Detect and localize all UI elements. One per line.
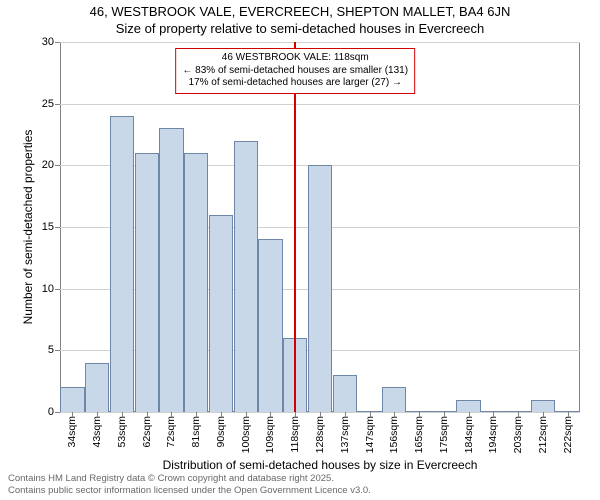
xtick-label: 100sqm <box>240 416 252 453</box>
xtick-mark <box>493 412 494 417</box>
xtick-mark <box>147 412 148 417</box>
bar <box>110 116 134 412</box>
xtick-label: 184sqm <box>463 416 475 453</box>
ytick-mark <box>55 42 60 43</box>
ytick-mark <box>55 350 60 351</box>
chart-container: 46, WESTBROOK VALE, EVERCREECH, SHEPTON … <box>0 0 600 500</box>
bar <box>234 141 258 412</box>
annotation-line-2: ← 83% of semi-detached houses are smalle… <box>182 65 408 78</box>
xtick-mark <box>469 412 470 417</box>
xtick-label: 137sqm <box>339 416 351 453</box>
xtick-mark <box>518 412 519 417</box>
xtick-mark <box>419 412 420 417</box>
xtick-label: 203sqm <box>512 416 524 453</box>
bar <box>382 387 406 412</box>
plot-area: 46 WESTBROOK VALE: 118sqm← 83% of semi-d… <box>60 42 580 412</box>
xtick-label: 165sqm <box>413 416 425 453</box>
title-line-2: Size of property relative to semi-detach… <box>0 21 600 36</box>
xtick-mark <box>444 412 445 417</box>
ytick-mark <box>55 165 60 166</box>
xtick-label: 81sqm <box>190 416 202 448</box>
xtick-mark <box>320 412 321 417</box>
bar <box>60 387 84 412</box>
ytick-label: 25 <box>42 98 54 110</box>
marker-vertical-line <box>294 42 296 412</box>
ytick-mark <box>55 104 60 105</box>
ytick-mark <box>55 412 60 413</box>
xtick-label: 222sqm <box>562 416 574 453</box>
xtick-mark <box>221 412 222 417</box>
xtick-label: 72sqm <box>165 416 177 448</box>
xtick-label: 118sqm <box>289 416 301 453</box>
title-line-1: 46, WESTBROOK VALE, EVERCREECH, SHEPTON … <box>0 4 600 19</box>
x-axis-label: Distribution of semi-detached houses by … <box>60 458 580 472</box>
footer-line-2: Contains public sector information licen… <box>8 485 371 496</box>
footer-attribution: Contains HM Land Registry data © Crown c… <box>8 473 371 496</box>
xtick-label: 43sqm <box>91 416 103 448</box>
ytick-label: 15 <box>42 221 54 233</box>
xtick-label: 53sqm <box>116 416 128 448</box>
annotation-line-3: 17% of semi-detached houses are larger (… <box>182 77 408 90</box>
xtick-mark <box>394 412 395 417</box>
xtick-label: 109sqm <box>264 416 276 453</box>
bar <box>456 400 480 412</box>
bar <box>209 215 233 412</box>
ytick-mark <box>55 289 60 290</box>
xtick-mark <box>543 412 544 417</box>
annotation: 46 WESTBROOK VALE: 118sqm← 83% of semi-d… <box>175 48 415 94</box>
y-axis-label: Number of semi-detached properties <box>21 107 35 347</box>
gridline <box>60 104 580 105</box>
bar <box>308 165 332 412</box>
xtick-mark <box>246 412 247 417</box>
ytick-label: 5 <box>48 344 54 356</box>
bar <box>159 128 183 412</box>
bar <box>333 375 357 412</box>
ytick-label: 30 <box>42 36 54 48</box>
xtick-label: 212sqm <box>537 416 549 453</box>
xtick-mark <box>568 412 569 417</box>
xtick-label: 156sqm <box>388 416 400 453</box>
gridline <box>60 42 580 43</box>
xtick-label: 62sqm <box>141 416 153 448</box>
xtick-mark <box>196 412 197 417</box>
xtick-mark <box>171 412 172 417</box>
xtick-mark <box>97 412 98 417</box>
bar <box>135 153 159 412</box>
xtick-label: 128sqm <box>314 416 326 453</box>
xtick-mark <box>295 412 296 417</box>
ytick-label: 20 <box>42 159 54 171</box>
bar <box>184 153 208 412</box>
bar <box>85 363 109 412</box>
xtick-label: 194sqm <box>487 416 499 453</box>
xtick-mark <box>270 412 271 417</box>
ytick-mark <box>55 227 60 228</box>
bar <box>258 239 282 412</box>
xtick-label: 34sqm <box>66 416 78 448</box>
ytick-label: 10 <box>42 283 54 295</box>
xtick-mark <box>72 412 73 417</box>
xtick-mark <box>345 412 346 417</box>
footer-line-1: Contains HM Land Registry data © Crown c… <box>8 473 371 484</box>
annotation-line-1: 46 WESTBROOK VALE: 118sqm <box>182 52 408 65</box>
ytick-label: 0 <box>48 406 54 418</box>
xtick-label: 175sqm <box>438 416 450 453</box>
xtick-label: 90sqm <box>215 416 227 448</box>
xtick-mark <box>370 412 371 417</box>
xtick-label: 147sqm <box>364 416 376 453</box>
xtick-mark <box>122 412 123 417</box>
bar <box>531 400 555 412</box>
